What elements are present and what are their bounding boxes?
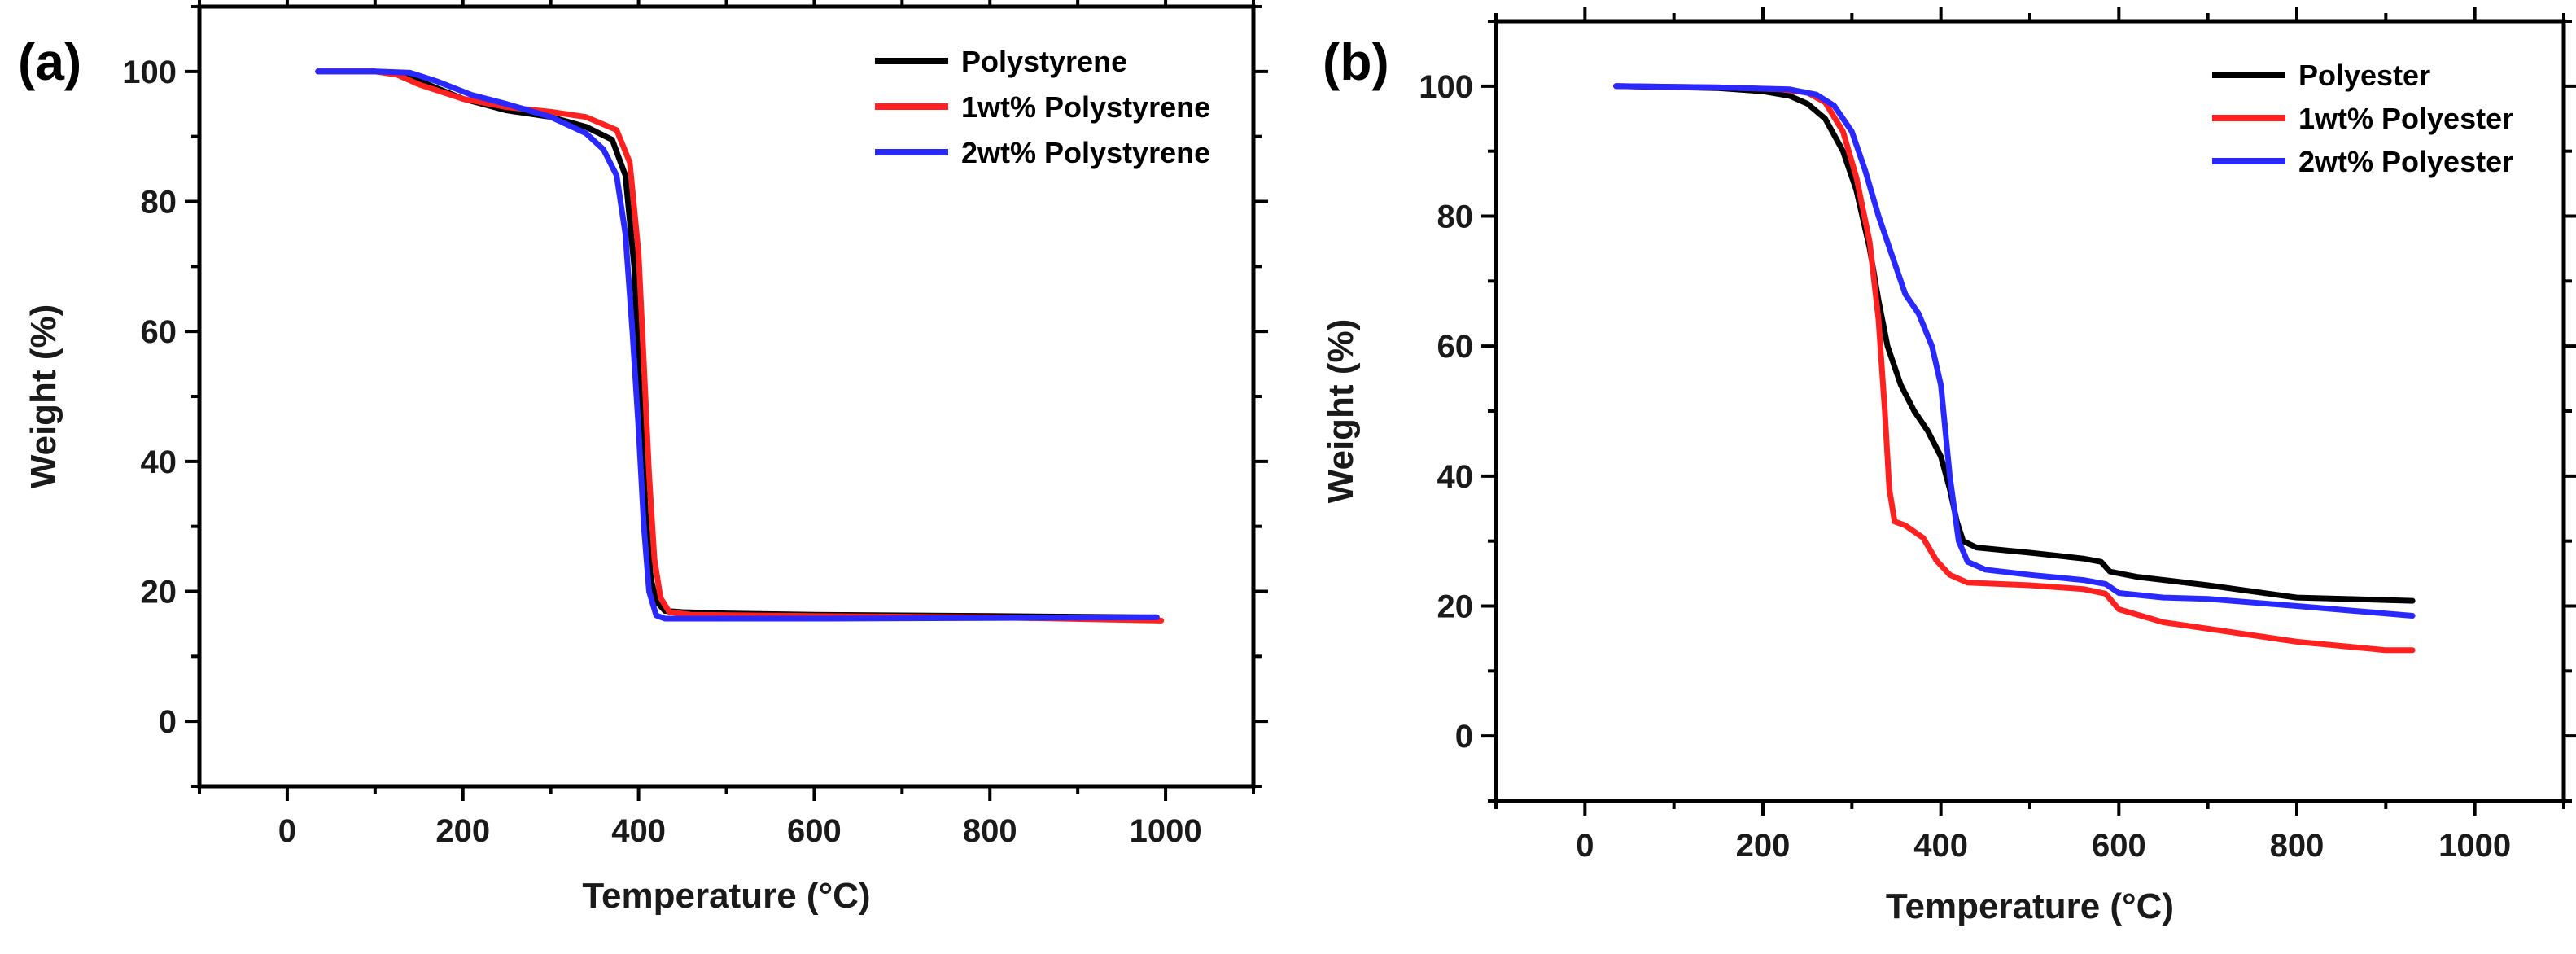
legend-label: Polystyrene [961, 45, 1127, 78]
series-line-3 [1613, 83, 2416, 619]
y-tick-label: 0 [1455, 719, 1473, 755]
series-line-1 [1613, 83, 2416, 604]
x-tick-label: 600 [2092, 828, 2146, 864]
y-tick-label: 100 [122, 55, 177, 90]
y-tick-label: 40 [1437, 459, 1474, 495]
x-tick-label: 400 [1913, 828, 1968, 864]
legend-label: 2wt% Polystyrene [961, 136, 1210, 169]
y-tick-label: 60 [141, 314, 177, 350]
y-tick-label: 0 [159, 704, 177, 740]
y-tick-label: 80 [1437, 199, 1474, 235]
legend-label: 1wt% Polyester [2298, 102, 2513, 135]
legend-label: Polyester [2298, 59, 2430, 92]
y-tick-label: 20 [141, 575, 177, 610]
x-tick-label: 400 [611, 813, 666, 849]
x-tick-label: 1000 [1130, 813, 1202, 849]
x-tick-label: 1000 [2438, 828, 2511, 864]
legend-label: 1wt% Polystyrene [961, 90, 1210, 124]
panel-a: 0 200 400 600 800 1000 0 20 40 60 80 100 Temperature… [18, 0, 1268, 916]
y-tick-label: 40 [141, 444, 177, 480]
y-tick-label: 20 [1437, 589, 1474, 625]
x-tick-label: 200 [1736, 828, 1791, 864]
y-tick-label: 60 [1437, 329, 1474, 365]
series-line-3 [315, 68, 1160, 622]
y-axis-label: Weight (%) [1321, 319, 1361, 504]
series-line-2 [315, 68, 1165, 624]
x-tick-label: 200 [435, 813, 490, 849]
y-tick-label: 80 [141, 185, 177, 221]
y-tick-label: 100 [1419, 69, 1473, 105]
panel-label: (b) [1323, 33, 1389, 91]
x-tick-label: 0 [278, 813, 296, 849]
x-axis-label: Temperature (°C) [582, 876, 870, 916]
panel-b: 0 200 400 600 800 1000 0 20 40 60 80 100 Temperature… [1321, 7, 2576, 926]
x-tick-label: 0 [1576, 828, 1594, 864]
y-axis-label: Weight (%) [24, 304, 63, 489]
x-tick-label: 600 [787, 813, 842, 849]
legend-label: 2wt% Polyester [2298, 145, 2513, 178]
x-axis-label: Temperature (°C) [1886, 886, 2174, 926]
plot-frame [1494, 19, 2566, 803]
series-line-2 [1613, 83, 2416, 654]
x-tick-label: 800 [963, 813, 1017, 849]
x-tick-label: 800 [2270, 828, 2325, 864]
panel-label: (a) [18, 33, 81, 91]
